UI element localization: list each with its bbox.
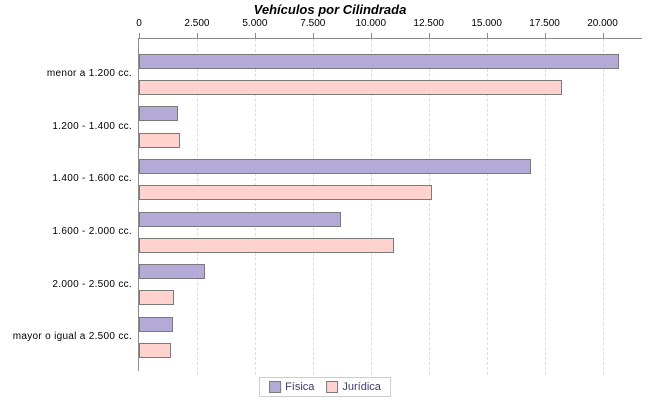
axis-tick-mark — [370, 33, 372, 38]
axis-tick-mark — [196, 33, 198, 38]
axis-tick-label: 20.000 — [587, 18, 618, 29]
bar-fisica-2 — [139, 158, 531, 174]
axis-tick-label: 12.500 — [413, 18, 444, 29]
bar-juridica-3 — [139, 237, 394, 253]
category-label: mayor o igual a 2.500 cc. — [12, 331, 132, 343]
legend: Física Jurídica — [259, 377, 391, 397]
axis-tick-mark — [312, 33, 314, 38]
axis-tick-mark — [254, 33, 256, 38]
bar-fisica-1 — [139, 106, 179, 122]
axis-tick-mark — [602, 33, 604, 38]
plot-area: 0 2.500 5.000 7.500 10.000 12.500 15.000 17.500… — [136, 18, 642, 375]
category-label: 2.000 - 2.500 cc. — [52, 278, 132, 290]
category-label: 1.600 - 2.000 cc. — [52, 226, 132, 237]
bar-juridica-5 — [139, 343, 172, 358]
legend-label: Física — [285, 381, 315, 393]
bar-juridica-0 — [139, 80, 562, 95]
gridline — [544, 39, 546, 375]
bar-fisica-4 — [139, 264, 206, 280]
category-label: 1.400 - 1.600 cc. — [52, 173, 132, 185]
gridline — [196, 39, 198, 375]
gridline — [254, 39, 256, 375]
axis-tick-label: 2.500 — [184, 18, 210, 29]
axis-tick-label: 17.500 — [529, 18, 560, 29]
bar-fisica-3 — [139, 211, 341, 227]
legend-label: Jurídica — [342, 381, 381, 393]
legend-swatch-icon — [326, 381, 339, 393]
category-label: menor a 1.200 cc. — [46, 68, 132, 80]
bar-fisica-5 — [139, 316, 173, 332]
axis-tick-label: 15.000 — [471, 18, 502, 29]
gridline — [312, 39, 314, 375]
legend-item: Jurídica — [326, 381, 381, 393]
axis-tick-mark — [428, 33, 430, 38]
gridline — [602, 39, 604, 375]
gridline — [370, 39, 372, 375]
category-label: 1.200 - 1.400 cc. — [52, 120, 132, 132]
bar-juridica-1 — [139, 132, 180, 148]
bar-fisica-0 — [139, 53, 619, 69]
axis-tick-label: 7.500 — [300, 18, 326, 29]
bar-juridica-4 — [139, 290, 174, 306]
chart-title: Vehículos por Cilindrada — [253, 2, 407, 17]
legend-item: Física — [269, 381, 314, 393]
bar-juridica-2 — [139, 185, 433, 201]
gridline — [486, 39, 488, 375]
axis-tick-mark — [486, 33, 488, 38]
axis-tick-mark — [544, 33, 546, 38]
axis-tick-mark — [139, 33, 140, 38]
axis-tick-label: 5.000 — [242, 18, 268, 29]
gridline — [428, 39, 430, 375]
axis-tick-label: 10.000 — [355, 18, 387, 29]
axis-tick-label: 0 — [136, 18, 142, 29]
legend-swatch-icon — [269, 381, 282, 393]
